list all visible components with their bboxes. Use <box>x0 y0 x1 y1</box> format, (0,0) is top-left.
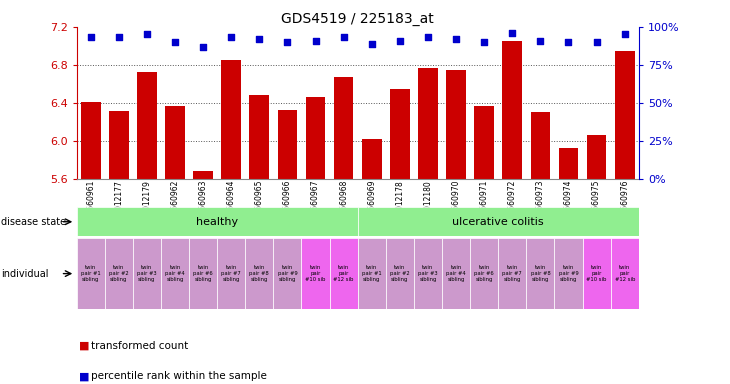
Text: twin
pair #6
sibling: twin pair #6 sibling <box>193 265 213 282</box>
Text: twin
pair
#12 sib: twin pair #12 sib <box>334 265 354 282</box>
Bar <box>301 238 330 309</box>
Bar <box>137 73 157 179</box>
Bar <box>218 238 245 309</box>
Text: twin
pair #2
sibling: twin pair #2 sibling <box>109 265 128 282</box>
Bar <box>358 207 639 236</box>
Text: individual: individual <box>1 268 48 279</box>
Bar <box>498 238 526 309</box>
Bar <box>615 51 634 179</box>
Text: twin
pair #1
sibling: twin pair #1 sibling <box>362 265 382 282</box>
Bar <box>221 60 241 179</box>
Bar <box>189 238 218 309</box>
Point <box>282 39 293 45</box>
Point <box>450 36 462 42</box>
Bar <box>558 148 578 179</box>
Point <box>197 43 209 50</box>
Bar <box>161 238 189 309</box>
Bar <box>133 238 161 309</box>
Bar <box>105 238 133 309</box>
Text: twin
pair
#10 sib: twin pair #10 sib <box>305 265 326 282</box>
Text: twin
pair #1
sibling: twin pair #1 sibling <box>81 265 101 282</box>
Point <box>507 30 518 36</box>
Bar <box>611 238 639 309</box>
Bar <box>362 139 382 179</box>
Text: twin
pair #7
sibling: twin pair #7 sibling <box>502 265 522 282</box>
Bar <box>273 238 301 309</box>
Text: twin
pair #2
sibling: twin pair #2 sibling <box>390 265 410 282</box>
Bar <box>277 110 297 179</box>
Text: twin
pair #3
sibling: twin pair #3 sibling <box>418 265 438 282</box>
Bar <box>250 95 269 179</box>
Point <box>310 38 321 44</box>
Bar <box>470 238 498 309</box>
Text: twin
pair
#10 sib: twin pair #10 sib <box>586 265 607 282</box>
Point <box>619 31 631 38</box>
Point <box>422 35 434 41</box>
Bar <box>165 106 185 179</box>
Point <box>478 39 490 45</box>
Bar <box>77 207 358 236</box>
Text: twin
pair #8
sibling: twin pair #8 sibling <box>250 265 269 282</box>
Bar <box>77 238 105 309</box>
Text: twin
pair #9
sibling: twin pair #9 sibling <box>277 265 297 282</box>
Bar <box>446 71 466 179</box>
Text: ulcerative colitis: ulcerative colitis <box>453 217 544 227</box>
Bar <box>385 238 414 309</box>
Bar <box>390 89 410 179</box>
Text: twin
pair #8
sibling: twin pair #8 sibling <box>531 265 550 282</box>
Title: GDS4519 / 225183_at: GDS4519 / 225183_at <box>281 12 434 26</box>
Point <box>253 36 265 42</box>
Bar <box>330 238 358 309</box>
Bar <box>531 112 550 179</box>
Point <box>394 38 406 44</box>
Bar <box>306 97 326 179</box>
Text: disease state: disease state <box>1 217 66 227</box>
Text: healthy: healthy <box>196 217 238 227</box>
Bar <box>109 111 128 179</box>
Bar <box>442 238 470 309</box>
Text: ■: ■ <box>79 371 89 381</box>
Text: twin
pair #4
sibling: twin pair #4 sibling <box>446 265 466 282</box>
Bar <box>414 238 442 309</box>
Text: twin
pair #6
sibling: twin pair #6 sibling <box>474 265 494 282</box>
Text: twin
pair
#12 sib: twin pair #12 sib <box>615 265 635 282</box>
Text: twin
pair #7
sibling: twin pair #7 sibling <box>221 265 241 282</box>
Bar <box>526 238 555 309</box>
Point <box>591 39 602 45</box>
Bar <box>474 106 494 179</box>
Bar <box>583 238 611 309</box>
Bar <box>587 135 607 179</box>
Point <box>169 39 181 45</box>
Text: percentile rank within the sample: percentile rank within the sample <box>91 371 267 381</box>
Point <box>338 35 350 41</box>
Text: twin
pair #9
sibling: twin pair #9 sibling <box>558 265 578 282</box>
Point <box>563 39 575 45</box>
Bar <box>418 68 438 179</box>
Bar <box>555 238 583 309</box>
Bar <box>245 238 274 309</box>
Point <box>534 38 546 44</box>
Bar <box>81 102 101 179</box>
Text: twin
pair #3
sibling: twin pair #3 sibling <box>137 265 157 282</box>
Text: ■: ■ <box>79 341 89 351</box>
Point <box>366 40 377 46</box>
Bar <box>334 77 353 179</box>
Point <box>113 35 125 41</box>
Point <box>141 31 153 38</box>
Bar <box>358 238 386 309</box>
Bar <box>193 171 213 179</box>
Bar <box>502 41 522 179</box>
Text: twin
pair #4
sibling: twin pair #4 sibling <box>165 265 185 282</box>
Point <box>226 35 237 41</box>
Point <box>85 35 96 41</box>
Text: transformed count: transformed count <box>91 341 188 351</box>
